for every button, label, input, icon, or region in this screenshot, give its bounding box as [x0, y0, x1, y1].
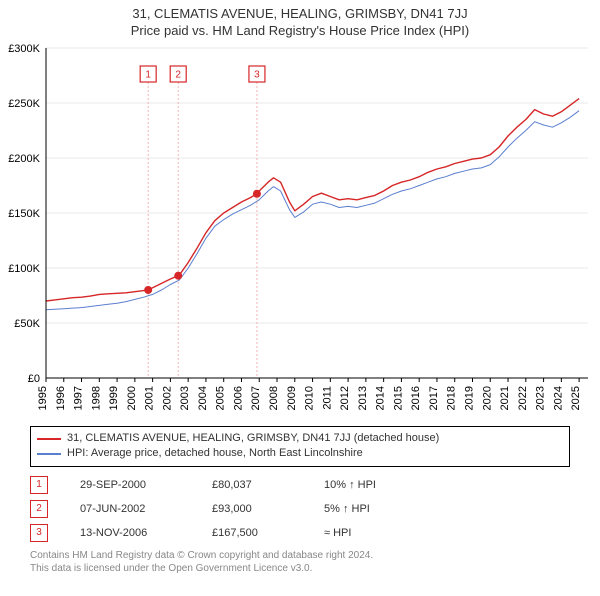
- svg-text:2023: 2023: [535, 386, 547, 410]
- sale-row: 1 29-SEP-2000 £80,037 10% ↑ HPI: [30, 473, 570, 497]
- sale-marker-box: 2: [30, 500, 48, 518]
- sale-date: 29-SEP-2000: [80, 479, 180, 491]
- sale-hpi-delta: 10% ↑ HPI: [324, 479, 414, 491]
- svg-text:2022: 2022: [517, 386, 529, 410]
- svg-text:£300K: £300K: [8, 43, 40, 55]
- sale-marker-box: 1: [30, 476, 48, 494]
- sale-price: £167,500: [212, 527, 292, 539]
- legend: 31, CLEMATIS AVENUE, HEALING, GRIMSBY, D…: [30, 426, 570, 467]
- svg-text:2010: 2010: [304, 386, 316, 410]
- svg-text:2019: 2019: [463, 386, 475, 410]
- title-address: 31, CLEMATIS AVENUE, HEALING, GRIMSBY, D…: [0, 6, 600, 21]
- svg-text:2018: 2018: [446, 386, 458, 410]
- sale-price: £93,000: [212, 503, 292, 515]
- sales-table: 1 29-SEP-2000 £80,037 10% ↑ HPI 2 07-JUN-2002…: [30, 473, 570, 545]
- sale-hpi-delta: 5% ↑ HPI: [324, 503, 414, 515]
- svg-text:£50K: £50K: [14, 318, 40, 330]
- svg-text:2014: 2014: [375, 386, 387, 410]
- svg-text:£100K: £100K: [8, 263, 40, 275]
- svg-text:2002: 2002: [161, 386, 173, 410]
- chart-svg: £0 £50K £100K £150K £200K £250K £300K 1 2 3 1995 19…: [0, 42, 600, 422]
- svg-text:£0: £0: [28, 373, 40, 385]
- svg-text:£250K: £250K: [8, 98, 40, 110]
- chart-title: 31, CLEMATIS AVENUE, HEALING, GRIMSBY, D…: [0, 6, 600, 38]
- svg-text:2007: 2007: [250, 386, 262, 410]
- svg-text:3: 3: [254, 70, 260, 81]
- svg-text:2012: 2012: [339, 386, 351, 410]
- legend-item: 31, CLEMATIS AVENUE, HEALING, GRIMSBY, D…: [37, 431, 563, 446]
- footer-line-1: Contains HM Land Registry data © Crown c…: [30, 549, 570, 562]
- svg-text:2021: 2021: [499, 386, 511, 410]
- sale-row: 2 07-JUN-2002 £93,000 5% ↑ HPI: [30, 497, 570, 521]
- svg-text:1998: 1998: [90, 386, 102, 410]
- svg-text:2003: 2003: [179, 386, 191, 410]
- sale-date: 13-NOV-2006: [80, 527, 180, 539]
- data-attribution: Contains HM Land Registry data © Crown c…: [30, 549, 570, 575]
- title-subtitle: Price paid vs. HM Land Registry's House …: [0, 23, 600, 38]
- svg-text:£200K: £200K: [8, 153, 40, 165]
- price-chart: £0 £50K £100K £150K £200K £250K £300K 1 2 3 1995 19…: [0, 42, 600, 422]
- svg-text:2: 2: [175, 70, 181, 81]
- svg-text:2016: 2016: [410, 386, 422, 410]
- svg-text:2006: 2006: [232, 386, 244, 410]
- svg-text:1996: 1996: [55, 386, 67, 410]
- svg-text:1999: 1999: [108, 386, 120, 410]
- svg-text:1995: 1995: [37, 386, 49, 410]
- sale-row: 3 13-NOV-2006 £167,500 ≈ HPI: [30, 521, 570, 545]
- svg-text:2005: 2005: [215, 386, 227, 410]
- svg-text:1997: 1997: [73, 386, 85, 410]
- svg-text:2013: 2013: [357, 386, 369, 410]
- svg-text:2009: 2009: [286, 386, 298, 410]
- sale-price: £80,037: [212, 479, 292, 491]
- sale-date: 07-JUN-2002: [80, 503, 180, 515]
- svg-text:2000: 2000: [126, 386, 138, 410]
- svg-text:2015: 2015: [392, 386, 404, 410]
- svg-text:2020: 2020: [481, 386, 493, 410]
- sale-hpi-delta: ≈ HPI: [324, 527, 414, 539]
- svg-text:2025: 2025: [570, 386, 582, 410]
- svg-text:£150K: £150K: [8, 208, 40, 220]
- legend-label: 31, CLEMATIS AVENUE, HEALING, GRIMSBY, D…: [67, 431, 439, 446]
- sale-marker-box: 3: [30, 524, 48, 542]
- svg-text:2004: 2004: [197, 386, 209, 410]
- legend-swatch: [37, 453, 61, 455]
- legend-swatch: [37, 438, 61, 440]
- svg-text:2011: 2011: [321, 386, 333, 410]
- svg-text:2001: 2001: [144, 386, 156, 410]
- svg-text:2008: 2008: [268, 386, 280, 410]
- legend-label: HPI: Average price, detached house, Nort…: [67, 446, 363, 461]
- svg-text:1: 1: [145, 70, 151, 81]
- legend-item: HPI: Average price, detached house, Nort…: [37, 446, 563, 461]
- svg-text:2017: 2017: [428, 386, 440, 410]
- svg-text:2024: 2024: [552, 386, 564, 410]
- footer-line-2: This data is licensed under the Open Gov…: [30, 562, 570, 575]
